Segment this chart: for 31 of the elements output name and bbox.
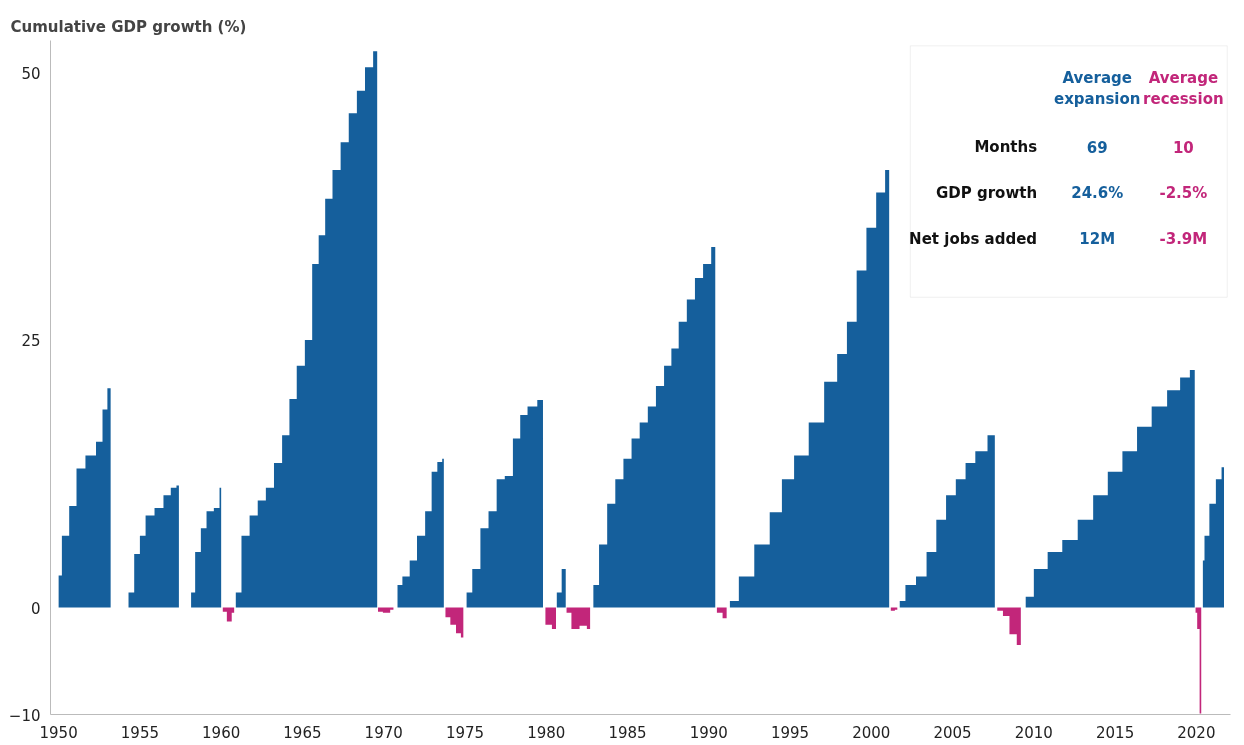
annotation: Average recession bbox=[1143, 68, 1224, 109]
x-tick-label: 1985 bbox=[608, 723, 647, 742]
x-tick-label: 2005 bbox=[933, 723, 972, 742]
y-tick-label: 25 bbox=[21, 332, 41, 351]
annotation: Average expansion bbox=[1054, 68, 1141, 109]
y-tick-label: 0 bbox=[30, 599, 41, 618]
x-tick-label: 1965 bbox=[283, 723, 322, 742]
annotation: 12M bbox=[1079, 230, 1116, 249]
x-tick-label: 1950 bbox=[39, 723, 78, 742]
annotation: Net jobs added bbox=[909, 230, 1038, 249]
annotation: GDP growth bbox=[935, 184, 1038, 203]
annotation: Months bbox=[974, 138, 1038, 157]
x-tick-label: 2015 bbox=[1096, 723, 1135, 742]
x-tick-label: 1975 bbox=[445, 723, 485, 742]
annotation: 24.6% bbox=[1071, 184, 1124, 203]
y-axis-title: Cumulative GDP growth (%) bbox=[10, 17, 247, 36]
annotation: -2.5% bbox=[1159, 184, 1208, 203]
annotation: 10 bbox=[1172, 139, 1194, 158]
x-tick-label: 1955 bbox=[120, 723, 159, 742]
x-tick-label: 1960 bbox=[202, 723, 241, 742]
x-tick-label: 1970 bbox=[364, 723, 403, 742]
annotation: 69 bbox=[1086, 139, 1108, 158]
x-tick-label: 2000 bbox=[852, 723, 891, 742]
annotation: -3.9M bbox=[1159, 230, 1208, 249]
x-tick-label: 1990 bbox=[689, 723, 728, 742]
y-tick-label: −10 bbox=[8, 706, 41, 725]
x-tick-label: 2020 bbox=[1177, 723, 1216, 742]
x-tick-label: 1980 bbox=[527, 723, 566, 742]
x-tick-label: 2010 bbox=[1014, 723, 1053, 742]
y-tick-label: 50 bbox=[21, 64, 41, 83]
x-tick-label: 1995 bbox=[770, 723, 810, 742]
